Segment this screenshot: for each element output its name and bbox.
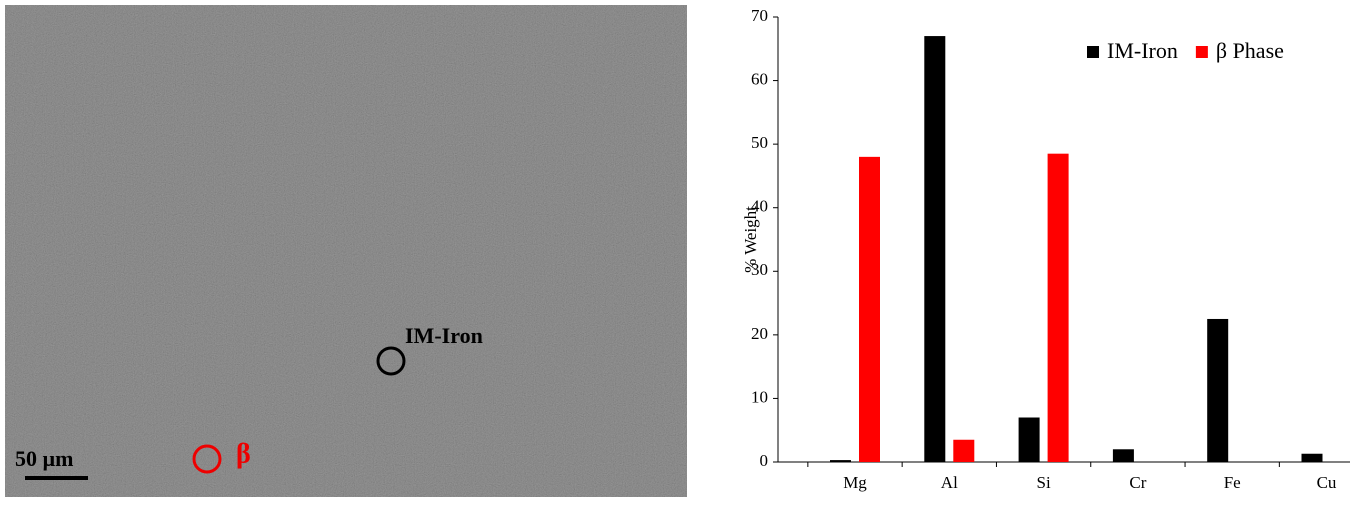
- im-iron-label: IM-Iron: [405, 323, 483, 348]
- x-tick-label: Cu: [1317, 473, 1337, 492]
- bar: [924, 36, 946, 462]
- beta-label: β: [236, 438, 251, 469]
- bar: [1301, 453, 1323, 462]
- y-tick-label: 0: [760, 451, 769, 470]
- im-iron-marker: [376, 346, 406, 376]
- bar: [1112, 449, 1134, 462]
- x-tick-label: Cr: [1129, 473, 1146, 492]
- bar: [1207, 318, 1229, 462]
- chart: 0 10 20 30 40 50 60 70 % Weight Mg Al Si Cr Fe Cu IM-Ir…: [741, 6, 1350, 492]
- legend-label: β Phase: [1216, 38, 1284, 63]
- legend-swatch: [1087, 46, 1099, 58]
- x-tick-label: Mg: [843, 473, 867, 492]
- y-tick-label: 50: [751, 133, 768, 152]
- y-tick-label: 60: [751, 69, 768, 88]
- y-tick-label: 70: [751, 6, 768, 25]
- x-tick-label: Si: [1037, 473, 1051, 492]
- y-tick-label: 20: [751, 324, 768, 343]
- legend-swatch: [1195, 46, 1208, 58]
- x-tick-label: Al: [941, 473, 958, 492]
- beta-marker: [192, 444, 222, 474]
- bar: [859, 156, 880, 462]
- y-tick-label: 30: [751, 260, 768, 279]
- y-tick-label: 40: [751, 197, 768, 216]
- bar: [953, 439, 975, 462]
- legend-label: IM-Iron: [1107, 38, 1178, 63]
- bar: [1018, 417, 1040, 462]
- scale-label: 50 µm: [15, 446, 74, 471]
- bar: [1047, 153, 1069, 462]
- y-axis-label: % Weight: [741, 206, 760, 273]
- x-tick-label: Fe: [1224, 473, 1241, 492]
- bar: [830, 460, 851, 462]
- micrograph-texture: [5, 5, 687, 497]
- y-tick-label: 10: [751, 387, 768, 406]
- micrograph: IM-Iron β 50 µm: [5, 5, 687, 497]
